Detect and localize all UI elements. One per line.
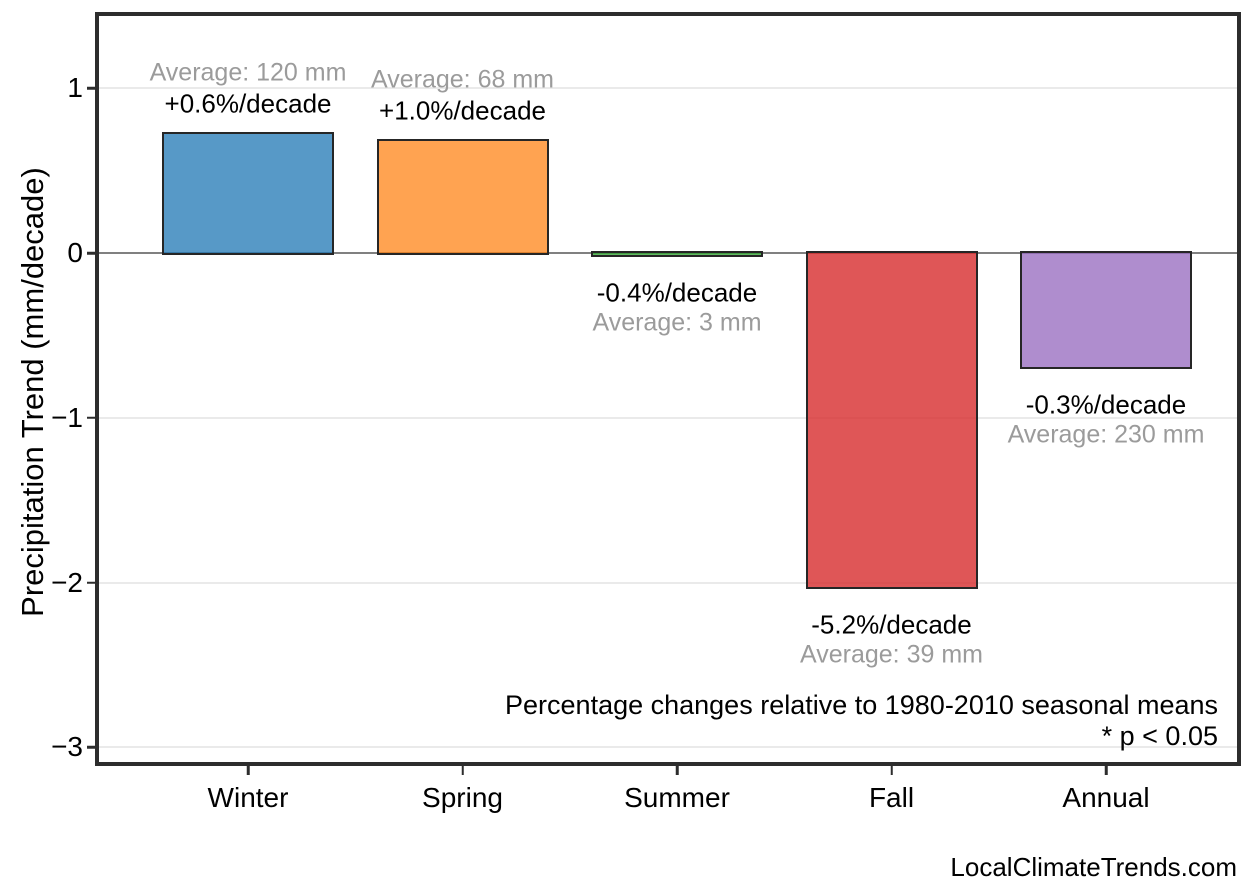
x-tick-mark	[675, 766, 679, 775]
trend-pct-label: +0.6%/decade	[164, 88, 332, 119]
bar-spring	[376, 138, 549, 255]
trend-pct-label: -0.4%/decade	[596, 277, 758, 308]
trend-pct-label: -5.2%/decade	[811, 609, 972, 640]
x-tick-mark	[1104, 766, 1108, 775]
annotation-significance-note: * p < 0.05	[1101, 721, 1218, 751]
bar-fall	[805, 251, 978, 590]
x-tick-label-summer: Summer	[624, 782, 730, 813]
average-mm-label: Average: 68 mm	[371, 65, 554, 94]
y-tick-mark	[87, 581, 96, 584]
trend-pct-label: -0.3%/decade	[1025, 389, 1187, 420]
y-tick-label: 1	[67, 72, 83, 104]
gridline	[99, 416, 1237, 419]
average-mm-label: Average: 3 mm	[592, 308, 762, 337]
y-axis-title: Precipitation Trend (mm/decade)	[15, 167, 50, 617]
bar-annual	[1020, 251, 1192, 369]
x-tick-label-winter: Winter	[207, 782, 289, 813]
average-mm-label: Average: 39 mm	[800, 640, 983, 669]
y-tick-label: −1	[51, 401, 83, 433]
x-tick-label-annual: Annual	[1062, 782, 1150, 813]
y-tick-mark	[87, 251, 96, 255]
bar-winter	[162, 132, 334, 255]
x-tick-mark	[246, 766, 250, 775]
trend-pct-label: +1.0%/decade	[379, 95, 546, 126]
gridline	[99, 581, 1237, 584]
average-mm-label: Average: 120 mm	[149, 58, 347, 87]
annotation-block: Percentage changes relative to 1980-2010…	[505, 690, 1218, 752]
annotation-note: Percentage changes relative to 1980-2010…	[505, 690, 1218, 720]
x-tick-mark	[890, 766, 893, 775]
x-tick-label-spring: Spring	[422, 782, 503, 813]
y-tick-label: 0	[67, 237, 83, 268]
y-tick-label: −3	[51, 731, 83, 763]
watermark-text: LocalClimateTrends.com	[950, 852, 1237, 882]
bar-summer	[591, 251, 763, 257]
y-tick-mark	[87, 746, 96, 749]
x-tick-label-fall: Fall	[868, 782, 915, 813]
y-tick-mark	[87, 87, 96, 90]
gridline	[99, 87, 1237, 90]
y-tick-mark	[87, 416, 96, 419]
y-tick-label: −2	[51, 566, 83, 598]
x-tick-mark	[461, 766, 464, 775]
average-mm-label: Average: 230 mm	[1007, 420, 1205, 449]
gridline	[99, 746, 1237, 749]
